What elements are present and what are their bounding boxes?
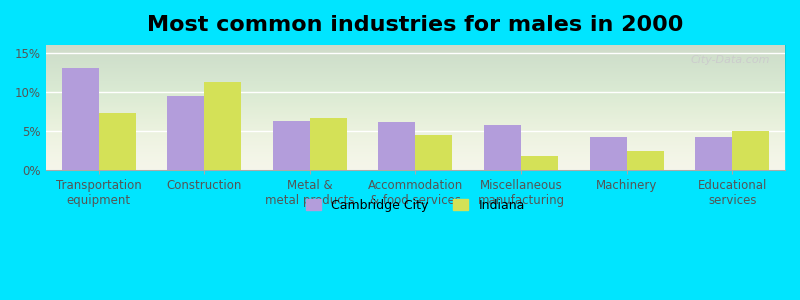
Bar	[98, 113, 136, 170]
Bar	[204, 82, 242, 170]
Bar	[62, 68, 98, 170]
Bar	[310, 118, 346, 170]
Bar	[273, 121, 310, 170]
Bar	[521, 156, 558, 170]
Bar	[695, 137, 732, 170]
Bar	[484, 125, 521, 170]
Bar	[167, 96, 204, 170]
Legend: Cambridge City, Indiana: Cambridge City, Indiana	[301, 194, 530, 217]
Bar	[378, 122, 415, 170]
Bar	[415, 135, 452, 170]
Title: Most common industries for males in 2000: Most common industries for males in 2000	[147, 15, 684, 35]
Bar	[732, 131, 769, 170]
Text: City-Data.com: City-Data.com	[690, 55, 770, 65]
Bar	[590, 137, 626, 170]
Bar	[626, 152, 663, 170]
